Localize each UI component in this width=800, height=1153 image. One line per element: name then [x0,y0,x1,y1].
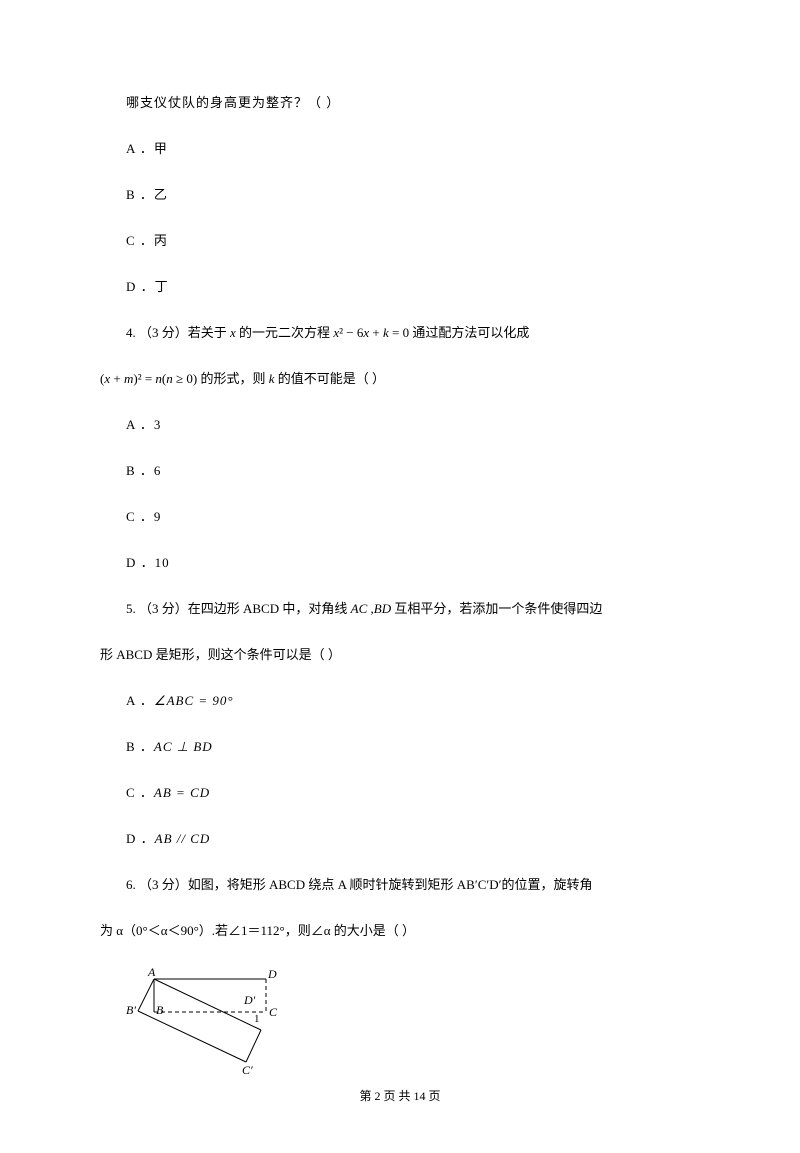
q4-eq1-p1: ² − 6 [339,325,363,340]
q4-text-1: 4. （3 分）若关于 [126,325,230,340]
q6-stem-line1: 6. （3 分）如图，将矩形 ABCD 绕点 A 顺时针旋转到矩形 AB′C′D… [100,872,700,898]
rotation-diagram: A D B C B′ C′ D′ 1 [126,964,306,1084]
q4-eq2-m: m [124,371,133,386]
q3-option-a: A ．甲 [100,136,700,162]
q5-a-math: ∠ABC = 90° [154,693,234,708]
q6-figure: A D B C B′ C′ D′ 1 [126,964,700,1093]
label-Cp: C′ [242,1063,253,1077]
q5-ac: AC [351,601,368,616]
q5-option-c: C ．AB = CD [100,780,700,806]
q4-option-d: D ．10 [100,550,700,576]
q5-b-prefix: B ． [126,739,154,754]
q3-option-b: B ．乙 [100,182,700,208]
q4-option-a: A ．3 [100,412,700,438]
q5-d-prefix: D ． [126,831,155,846]
q4-eq1-eq0: = 0 [389,325,409,340]
q4-stem-line2: (x + m)² = n(n ≥ 0) 的形式，则 k 的值不可能是（ ） [100,366,700,392]
q5-option-b: B ．AC ⊥ BD [100,734,700,760]
q4-option-c: C ．9 [100,504,700,530]
label-A: A [147,965,156,979]
label-C: C [269,1005,278,1019]
q5-option-d: D ．AB // CD [100,826,700,852]
q5-c-prefix: C ． [126,785,154,800]
edge-BpCp [138,1011,246,1062]
q5-stem-line1: 5. （3 分）在四边形 ABCD 中，对角线 AC ,BD 互相平分，若添加一… [100,596,700,622]
edge-CpDp [246,1030,261,1062]
q5-option-a: A ．∠ABC = 90° [100,688,700,714]
q5-b-math: AC ⊥ BD [154,739,213,754]
q5-stem-line2: 形 ABCD 是矩形，则这个条件可以是（ ） [100,642,700,668]
q5-text-1: 5. （3 分）在四边形 ABCD 中，对角线 [126,601,351,616]
q4-text-4: 的形式，则 [197,371,269,386]
q4-stem-line1: 4. （3 分）若关于 x 的一元二次方程 x² − 6x + k = 0 通过… [100,320,700,346]
label-angle-1: 1 [254,1013,260,1025]
q-intro: 哪支仪仗队的身高更为整齐？（ ） [100,90,700,116]
q5-bd: BD [374,601,391,616]
q4-eq1-p2: + [369,325,383,340]
label-Bp: B′ [126,1003,136,1017]
edge-ABp [138,979,154,1011]
q4-eq2-plus: + [110,371,124,386]
label-Dp: D′ [243,993,256,1007]
q5-d-math: AB // CD [155,831,211,846]
q5-c-math: AB = CD [154,785,210,800]
label-B: B [156,1003,164,1017]
q4-option-b: B ．6 [100,458,700,484]
q3-option-c: C ．丙 [100,228,700,254]
q4-eq2-sq: )² = [133,371,155,386]
q4-eq2-ge: ≥ 0) [173,371,197,386]
q4-text-3: 通过配方法可以化成 [409,325,529,340]
page-footer: 第 2 页 共 14 页 [0,1087,800,1104]
q4-text-5: 的值不可能是（ ） [275,371,386,386]
q3-option-d: D ．丁 [100,274,700,300]
q5-text-2: 互相平分，若添加一个条件使得四边 [391,601,602,616]
q6-stem-line2: 为 α（0°＜α＜90°）.若∠1＝112°，则∠α 的大小是（ ） [100,918,700,944]
label-D: D [267,967,277,981]
q4-text-2: 的一元二次方程 [236,325,334,340]
q5-a-prefix: A ． [126,693,154,708]
